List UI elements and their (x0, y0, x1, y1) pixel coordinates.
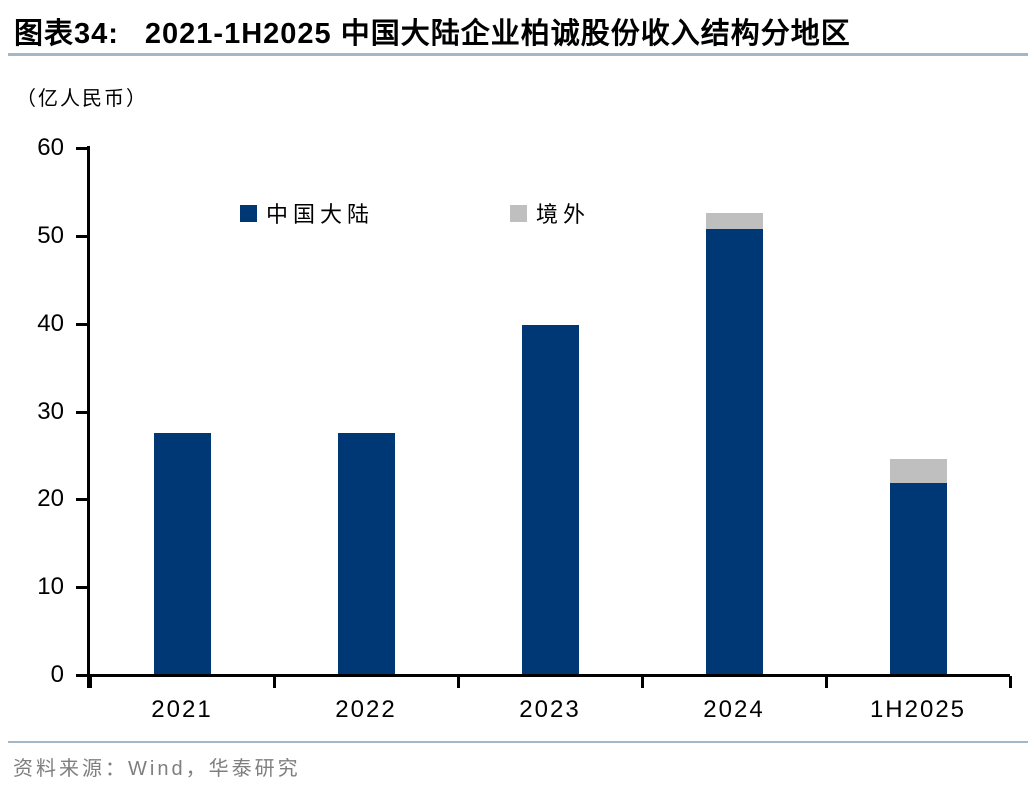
figure-title: 2021-1H2025 中国大陆企业柏诚股份收入结构分地区 (144, 18, 851, 50)
legend-swatch-overseas (510, 204, 527, 222)
axis-unit-label: （亿人民币） (16, 88, 148, 110)
legend-item-mainland: 中国大陆 (240, 200, 375, 227)
x-category-label-2024: 2024 (703, 696, 765, 723)
legend-label-overseas: 境外 (536, 202, 591, 227)
bar-overseas-1H2025 (889, 458, 947, 483)
x-category-label-1H2025: 1H2025 (869, 696, 967, 723)
bar-mainland-2022 (337, 433, 395, 674)
x-category-label-2021: 2021 (151, 696, 213, 723)
x-boundary-tick-3 (641, 676, 644, 688)
y-major-tick-0 (76, 674, 87, 677)
source-note: 资料来源：Wind，华泰研究 (13, 758, 301, 780)
y-tick-label-50: 50 (37, 221, 64, 249)
y-tick-label-10: 10 (37, 573, 64, 601)
legend-item-overseas: 境外 (510, 200, 591, 227)
y-tick-label-30: 30 (37, 397, 64, 425)
y-major-tick-50 (76, 234, 87, 238)
x-boundary-tick-5 (1009, 676, 1012, 688)
bar-overseas-2024 (705, 212, 763, 229)
legend-label-mainland: 中国大陆 (266, 202, 375, 227)
y-major-tick-10 (76, 586, 87, 590)
y-major-tick-40 (76, 322, 87, 326)
title-divider (8, 53, 1028, 56)
x-axis (87, 674, 1010, 677)
y-tick-label-0: 0 (50, 661, 64, 688)
bar-mainland-2023 (521, 325, 579, 674)
bar-mainland-2021 (153, 433, 211, 674)
x-category-label-2022: 2022 (335, 696, 397, 723)
x-boundary-tick-0 (89, 676, 92, 688)
y-major-tick-20 (76, 498, 87, 502)
footer-divider (8, 741, 1028, 743)
bar-mainland-2024 (705, 228, 763, 674)
x-boundary-tick-4 (825, 676, 828, 688)
legend-swatch-mainland (240, 204, 257, 222)
y-tick-label-40: 40 (37, 309, 64, 337)
bar-mainland-1H2025 (889, 482, 947, 674)
figure-header: 图表34: 2021-1H2025 中国大陆企业柏诚股份收入结构分地区 (14, 10, 851, 52)
y-tick-label-60: 60 (37, 134, 64, 161)
x-category-label-2023: 2023 (519, 696, 581, 723)
y-tick-label-20: 20 (37, 485, 64, 513)
x-boundary-tick-2 (457, 676, 460, 688)
y-major-tick-60 (76, 147, 87, 150)
y-major-tick-30 (76, 410, 87, 414)
figure-label: 图表34: (14, 18, 119, 50)
y-axis (87, 146, 90, 688)
x-boundary-tick-1 (273, 676, 276, 688)
